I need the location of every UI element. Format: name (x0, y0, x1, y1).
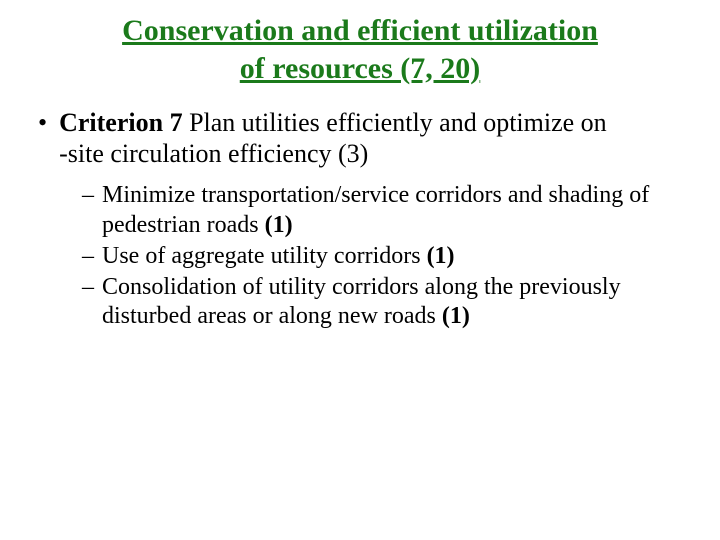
criterion-label: Criterion 7 (59, 108, 182, 137)
dash-marker: – (82, 273, 94, 332)
criterion-part1: Plan utilities efficiently and optimize … (183, 108, 607, 137)
criterion-part2: -site circulation efficiency (3) (59, 139, 368, 168)
sub-item-text: Consolidation of utility corridors along… (102, 273, 690, 332)
bullet-marker: • (38, 107, 47, 169)
dash-marker: – (82, 242, 94, 271)
sub-item-text: Use of aggregate utility corridors (1) (102, 242, 690, 271)
sub-list: – Minimize transportation/service corrid… (82, 181, 690, 331)
criterion-bullet: • Criterion 7 Plan utilities efficiently… (38, 107, 690, 169)
list-item: – Use of aggregate utility corridors (1) (82, 242, 690, 271)
list-item: – Minimize transportation/service corrid… (82, 181, 690, 240)
list-item: – Consolidation of utility corridors alo… (82, 273, 690, 332)
title-line-1: Conservation and efficient utilization (122, 14, 598, 47)
title-line-2: of resources (7, 20) (240, 52, 481, 85)
sub-item-text: Minimize transportation/service corridor… (102, 181, 690, 240)
slide-title: Conservation and efficient utilization o… (30, 12, 690, 87)
dash-marker: – (82, 181, 94, 240)
criterion-text: Criterion 7 Plan utilities efficiently a… (59, 107, 690, 169)
